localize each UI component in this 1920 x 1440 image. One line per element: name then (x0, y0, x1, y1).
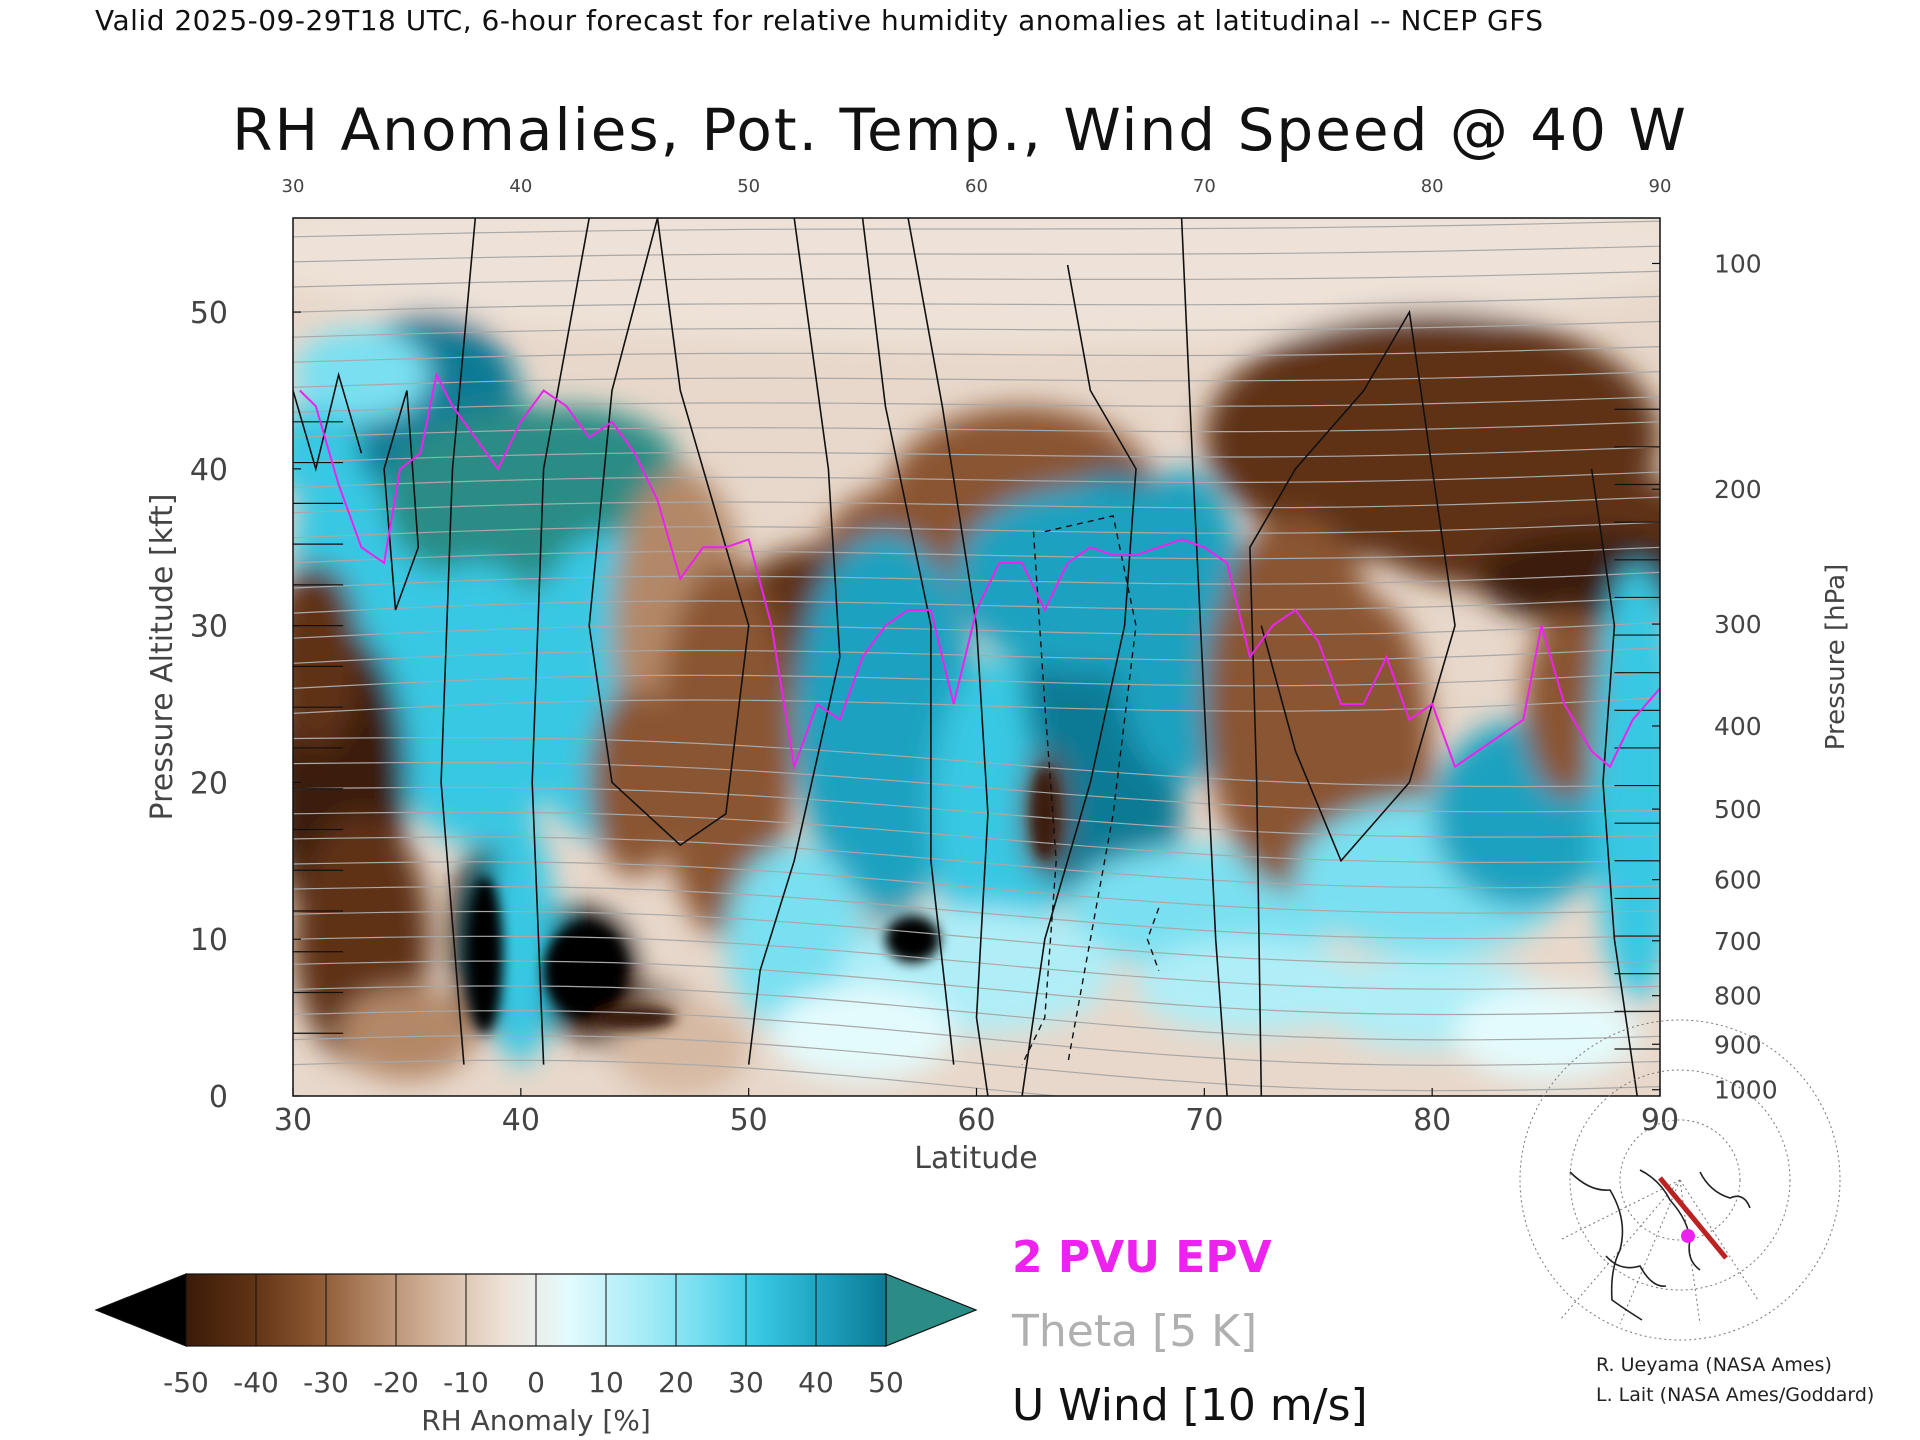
colorbar-tick-label: -30 (303, 1366, 349, 1399)
location-marker (1681, 1229, 1695, 1243)
y-tick-label: 40 (190, 453, 228, 488)
colorbar-tick-label: 10 (588, 1366, 624, 1399)
y-tick-label: 50 (190, 296, 228, 331)
rh-anomaly-field (293, 218, 1660, 1096)
pressure-tick-label: 800 (1714, 982, 1762, 1011)
colorbar-tick-label: 0 (527, 1366, 545, 1399)
colorbar-tick-label: -50 (163, 1366, 209, 1399)
pressure-tick-label: 500 (1714, 795, 1762, 824)
y-tick-label: 20 (190, 766, 228, 801)
section-line (1658, 1176, 1728, 1260)
y-tick-label: 0 (209, 1080, 228, 1115)
colorbar-min-arrow (94, 1273, 187, 1347)
x-tick-label: 80 (1413, 1103, 1451, 1138)
x-axis-top: 30 40 50 60 70 80 90 (282, 176, 1672, 197)
x-tick-label: 60 (957, 1103, 995, 1138)
x-tick-label-top: 80 (1421, 176, 1444, 197)
pressure-tick-label: 600 (1714, 866, 1762, 895)
x-axis-bottom: 30 40 50 60 70 80 90 (274, 1088, 1679, 1138)
pressure-tick-label: 900 (1714, 1030, 1762, 1059)
pressure-tick-label: 100 (1714, 249, 1762, 278)
y-axis-label-left: Pressure Altitude [kft] (145, 494, 180, 821)
colorbar-tick-label: 20 (658, 1366, 694, 1399)
u-wind-contours (293, 218, 1660, 1096)
legend-epv: 2 PVU EPV (1012, 1232, 1272, 1283)
x-tick-label-top: 50 (737, 176, 760, 197)
pressure-tick-label: 200 (1714, 475, 1762, 504)
x-tick-label: 70 (1185, 1103, 1223, 1138)
x-tick-label-top: 70 (1193, 176, 1216, 197)
colorbar-tick-label: 40 (798, 1366, 834, 1399)
credit-2: L. Lait (NASA Ames/Goddard) (1596, 1384, 1875, 1406)
y-tick-label: 10 (190, 923, 228, 958)
colorbar-tick-label: -40 (233, 1366, 279, 1399)
colorbar-tick-label: -10 (443, 1366, 489, 1399)
credit-1: R. Ueyama (NASA Ames) (1596, 1354, 1832, 1376)
pressure-tick-label: 300 (1714, 610, 1762, 639)
pressure-axis: 100 200 300 400 500 600 700 800 900 1000 (1652, 249, 1778, 1105)
legend-theta: Theta [5 K] (1011, 1306, 1257, 1357)
pressure-tick-label: 400 (1714, 712, 1762, 741)
colorbar-max-arrow (885, 1273, 978, 1347)
colorbar-label: RH Anomaly [%] (421, 1404, 651, 1437)
colorbar-ticks: -50 -40 -30 -20 -10 0 10 20 30 40 50 (163, 1274, 904, 1399)
colorbar-tick-label: -20 (373, 1366, 419, 1399)
forecast-valid-line: Valid 2025-09-29T18 UTC, 6-hour forecast… (95, 4, 1544, 37)
x-tick-label: 50 (730, 1103, 768, 1138)
y-axis-label-right: Pressure [hPa] (1821, 564, 1851, 751)
chart-title: RH Anomalies, Pot. Temp., Wind Speed @ 4… (232, 96, 1688, 164)
inset-map (1519, 1019, 1841, 1341)
x-tick-label: 30 (274, 1103, 312, 1138)
x-axis-label: Latitude (914, 1141, 1037, 1176)
epv-2pvu-line (299, 371, 1660, 771)
x-tick-label-top: 30 (282, 176, 305, 197)
x-tick-label: 40 (502, 1103, 540, 1138)
colorbar-tick-label: 50 (868, 1366, 904, 1399)
x-tick-label: 90 (1641, 1103, 1679, 1138)
legend-u-wind: U Wind [10 m/s] (1012, 1380, 1368, 1431)
x-tick-label-top: 40 (509, 176, 532, 197)
y-tick-label: 30 (190, 610, 228, 645)
colorbar-tick-label: 30 (728, 1366, 764, 1399)
pressure-tick-label: 700 (1714, 927, 1762, 956)
x-tick-label-top: 90 (1649, 176, 1672, 197)
x-tick-label-top: 60 (965, 176, 988, 197)
y-axis-left: 0 10 20 30 40 50 (190, 296, 301, 1115)
pressure-tick-label: 1000 (1714, 1076, 1778, 1105)
